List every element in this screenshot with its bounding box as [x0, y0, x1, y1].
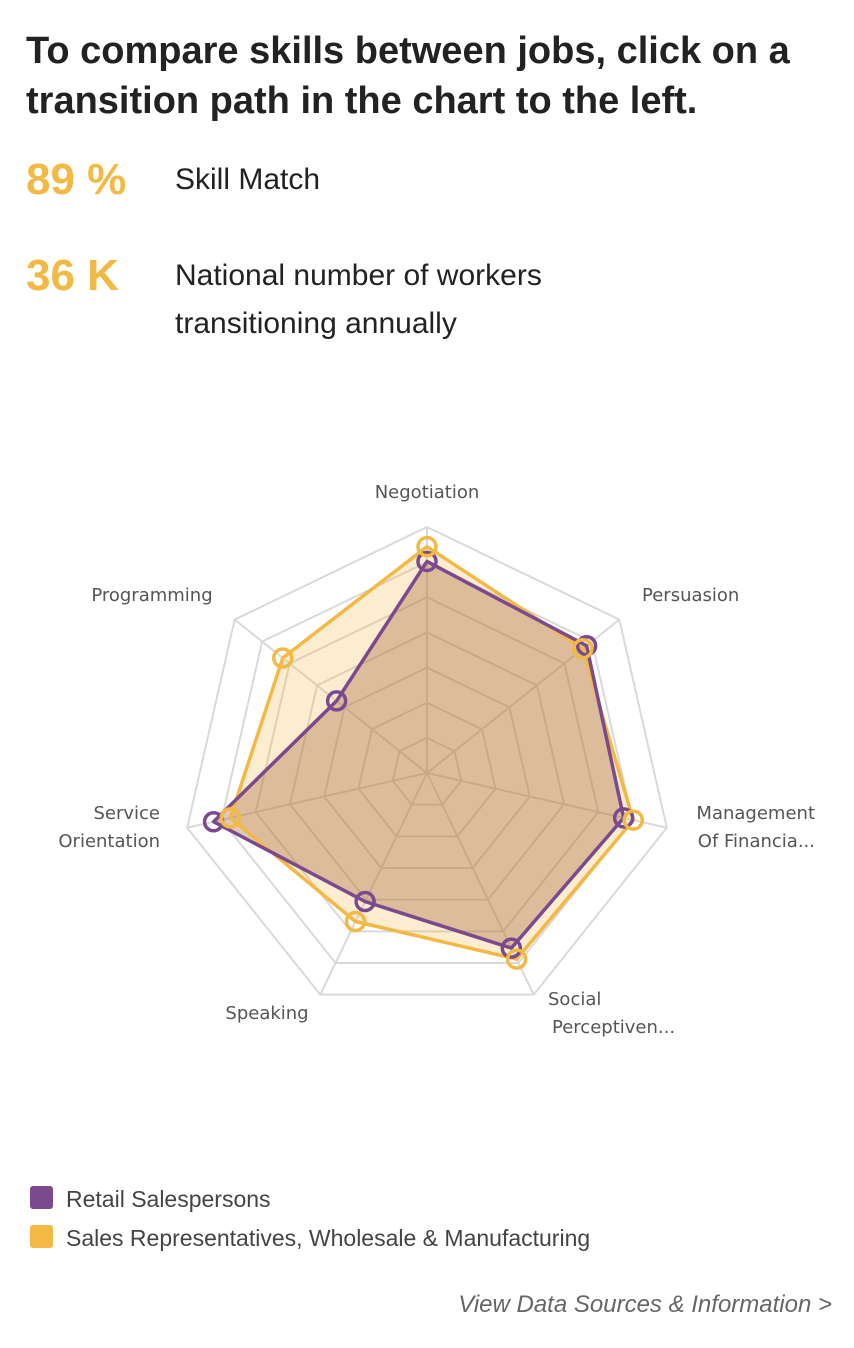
- legend-label-sales-representatives: Sales Representatives, Wholesale & Manuf…: [66, 1225, 591, 1251]
- data-point-retail-salespersons: [354, 890, 376, 913]
- data-point-sales-representatives: [344, 910, 367, 933]
- series-area-sales-representatives: [230, 546, 634, 960]
- grid-ring: [186, 525, 668, 996]
- data-point-retail-salespersons: [500, 937, 523, 959]
- axis-label-1: Persuasion: [642, 585, 739, 606]
- data-point-retail-salespersons: [416, 550, 438, 573]
- axis-label-2: Management Of Financia...: [696, 803, 815, 852]
- grid-ring: [254, 596, 600, 933]
- grid-spoke: [426, 772, 668, 829]
- grid-ring: [391, 736, 463, 806]
- workers-transitioning-value: 36 K: [26, 251, 119, 300]
- grid-ring: [357, 701, 497, 838]
- data-point-sales-representatives: [272, 647, 294, 669]
- data-point-sales-representatives: [572, 638, 594, 660]
- legend-label-retail-salespersons: Retail Salespersons: [66, 1186, 271, 1212]
- view-data-sources-link[interactable]: View Data Sources & Information >: [458, 1291, 832, 1318]
- data-point-retail-salespersons: [612, 807, 635, 829]
- grid-ring: [220, 561, 634, 964]
- series-line-retail-salespersons: [211, 559, 626, 950]
- data-point-sales-representatives: [505, 948, 528, 970]
- grid-spoke: [319, 772, 428, 996]
- data-point-sales-representatives: [416, 535, 438, 558]
- axis-label-0: Negotiation: [375, 482, 480, 503]
- legend-swatch-sales-representatives: [30, 1225, 53, 1248]
- page-title: To compare skills between jobs, click on…: [26, 30, 790, 122]
- legend-swatch-retail-salespersons: [30, 1186, 53, 1209]
- axis-label-4: Speaking: [225, 1003, 308, 1024]
- skill-match-value: 89 %: [26, 155, 127, 204]
- axis-label-3: Social Perceptiven...: [548, 989, 675, 1038]
- skills-radar-chart: Negotiation Persuasion Management Of Financ…: [58, 482, 815, 1038]
- series-line-sales-representatives: [228, 544, 636, 961]
- series-area-retail-salespersons: [213, 561, 624, 949]
- data-point-retail-salespersons: [575, 634, 598, 657]
- workers-transitioning-label: National number of workers transitioning…: [175, 259, 542, 340]
- axis-label-6: Programming: [91, 585, 212, 606]
- grid-ring: [323, 666, 531, 869]
- skill-match-label: Skill Match: [175, 163, 321, 196]
- data-point-sales-representatives: [219, 807, 242, 829]
- grid-spoke: [186, 772, 428, 829]
- data-point-sales-representatives: [622, 809, 645, 831]
- axis-label-5: Service Orientation: [58, 803, 160, 852]
- grid-ring: [288, 631, 566, 901]
- data-point-retail-salespersons: [325, 690, 348, 712]
